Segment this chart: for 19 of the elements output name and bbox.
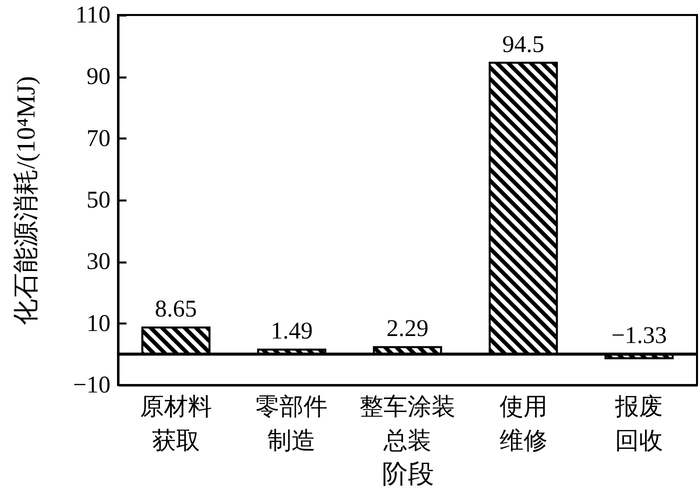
y-tick-label: 110	[75, 2, 110, 28]
y-tick-label: 70	[86, 126, 110, 152]
x-tick-label: 报废回收	[614, 394, 664, 454]
data-label: 2.29	[386, 316, 428, 342]
y-tick-label: 50	[86, 188, 110, 214]
data-label: −1.33	[611, 323, 667, 350]
x-tick-label: 使用维修	[499, 394, 548, 454]
x-tick-label: 整车涂装总装	[360, 394, 456, 454]
x-axis-title: 阶段	[382, 460, 434, 488]
y-tick-label: 90	[86, 64, 110, 90]
data-label: 1.49	[270, 318, 313, 345]
y-tick-label: 10	[86, 310, 110, 337]
y-tick-label: −10	[72, 372, 110, 398]
x-tick-label: 零部件制造	[256, 394, 328, 454]
y-tick-label: 30	[86, 249, 110, 276]
y-axis-title: 化石能源消耗/(10⁴MJ)	[12, 76, 40, 325]
data-label: 94.5	[502, 32, 544, 58]
data-label: 8.65	[154, 296, 197, 322]
x-tick-label: 原材料获取	[140, 394, 212, 454]
